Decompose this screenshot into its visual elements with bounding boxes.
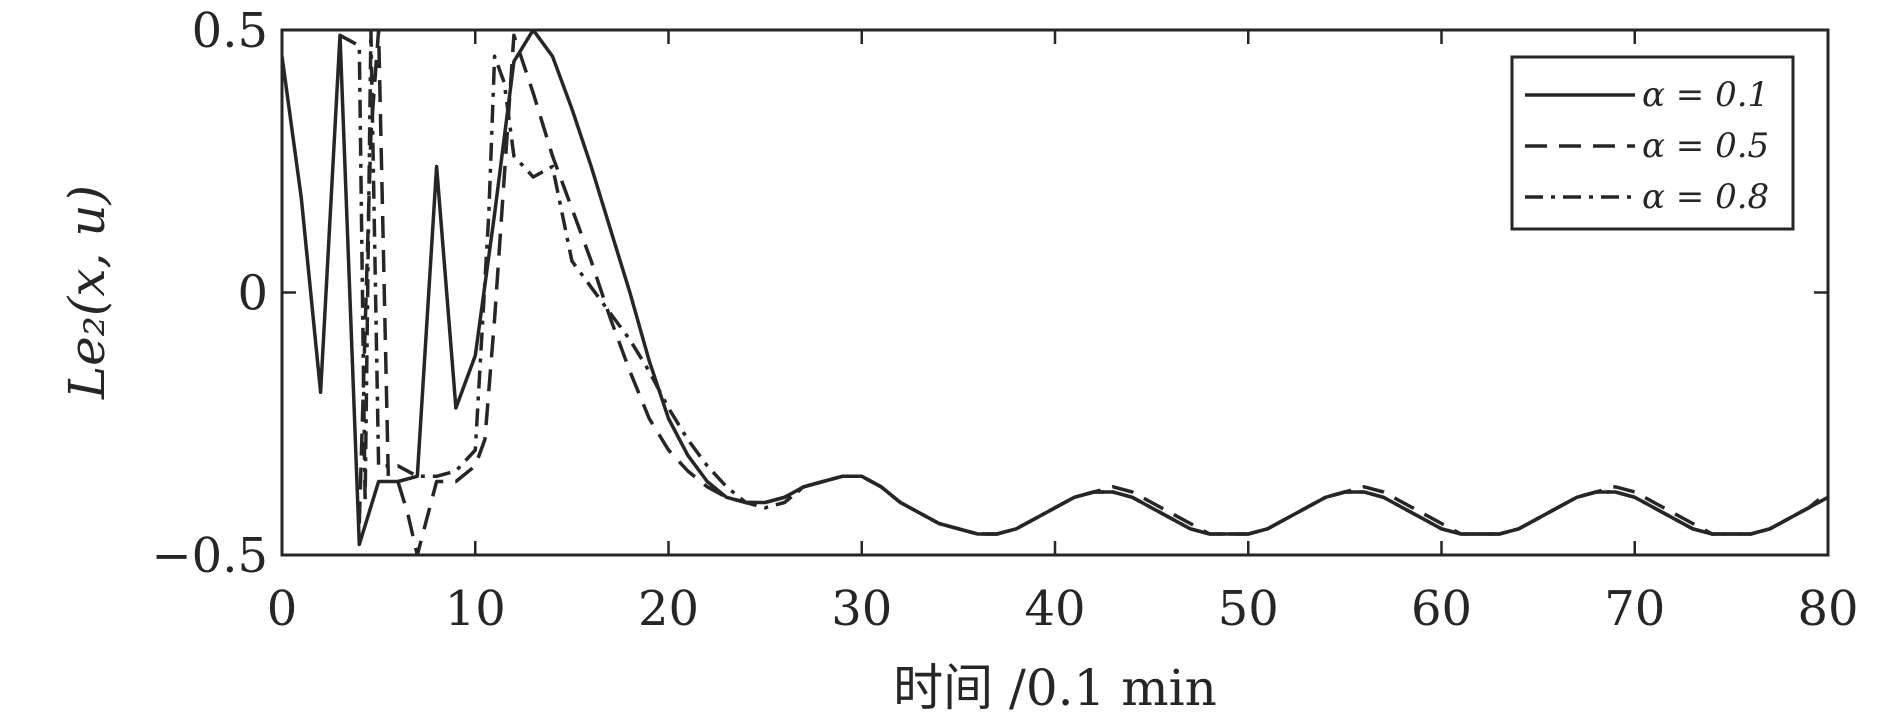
x-tick-label: 20: [638, 581, 699, 637]
x-tick-label: 10: [445, 581, 506, 637]
y-axis-label: Le₂(x, u): [58, 185, 116, 400]
legend-label-alpha-0.5: α = 0.5: [1642, 126, 1769, 166]
legend: α = 0.1 α = 0.5 α = 0.8: [1510, 55, 1795, 231]
series-line-dashdot: [339, 30, 1828, 536]
x-tick-label: 30: [831, 581, 892, 637]
x-tick-label: 60: [1411, 581, 1472, 637]
x-tick-label: 80: [1797, 581, 1858, 637]
y-tick-label: 0: [237, 266, 268, 322]
series-layer: [282, 30, 1828, 555]
x-tick-label: 40: [1024, 581, 1085, 637]
axes: [280, 28, 1830, 557]
y-tick-label: 0.5: [192, 3, 268, 59]
legend-label-alpha-0.8: α = 0.8: [1642, 177, 1769, 217]
x-tick-label: 0: [267, 581, 298, 637]
tick-labels: 0 10 20 30 40 50 60 70 80−0.500.5: [151, 3, 1858, 637]
y-tick-label: −0.5: [151, 528, 268, 584]
x-axis-label: 时间 /0.1 min: [893, 659, 1217, 717]
x-tick-label: 70: [1604, 581, 1665, 637]
legend-box: [1510, 55, 1795, 231]
x-tick-label: 50: [1218, 581, 1279, 637]
legend-label-alpha-0.1: α = 0.1: [1642, 75, 1769, 115]
